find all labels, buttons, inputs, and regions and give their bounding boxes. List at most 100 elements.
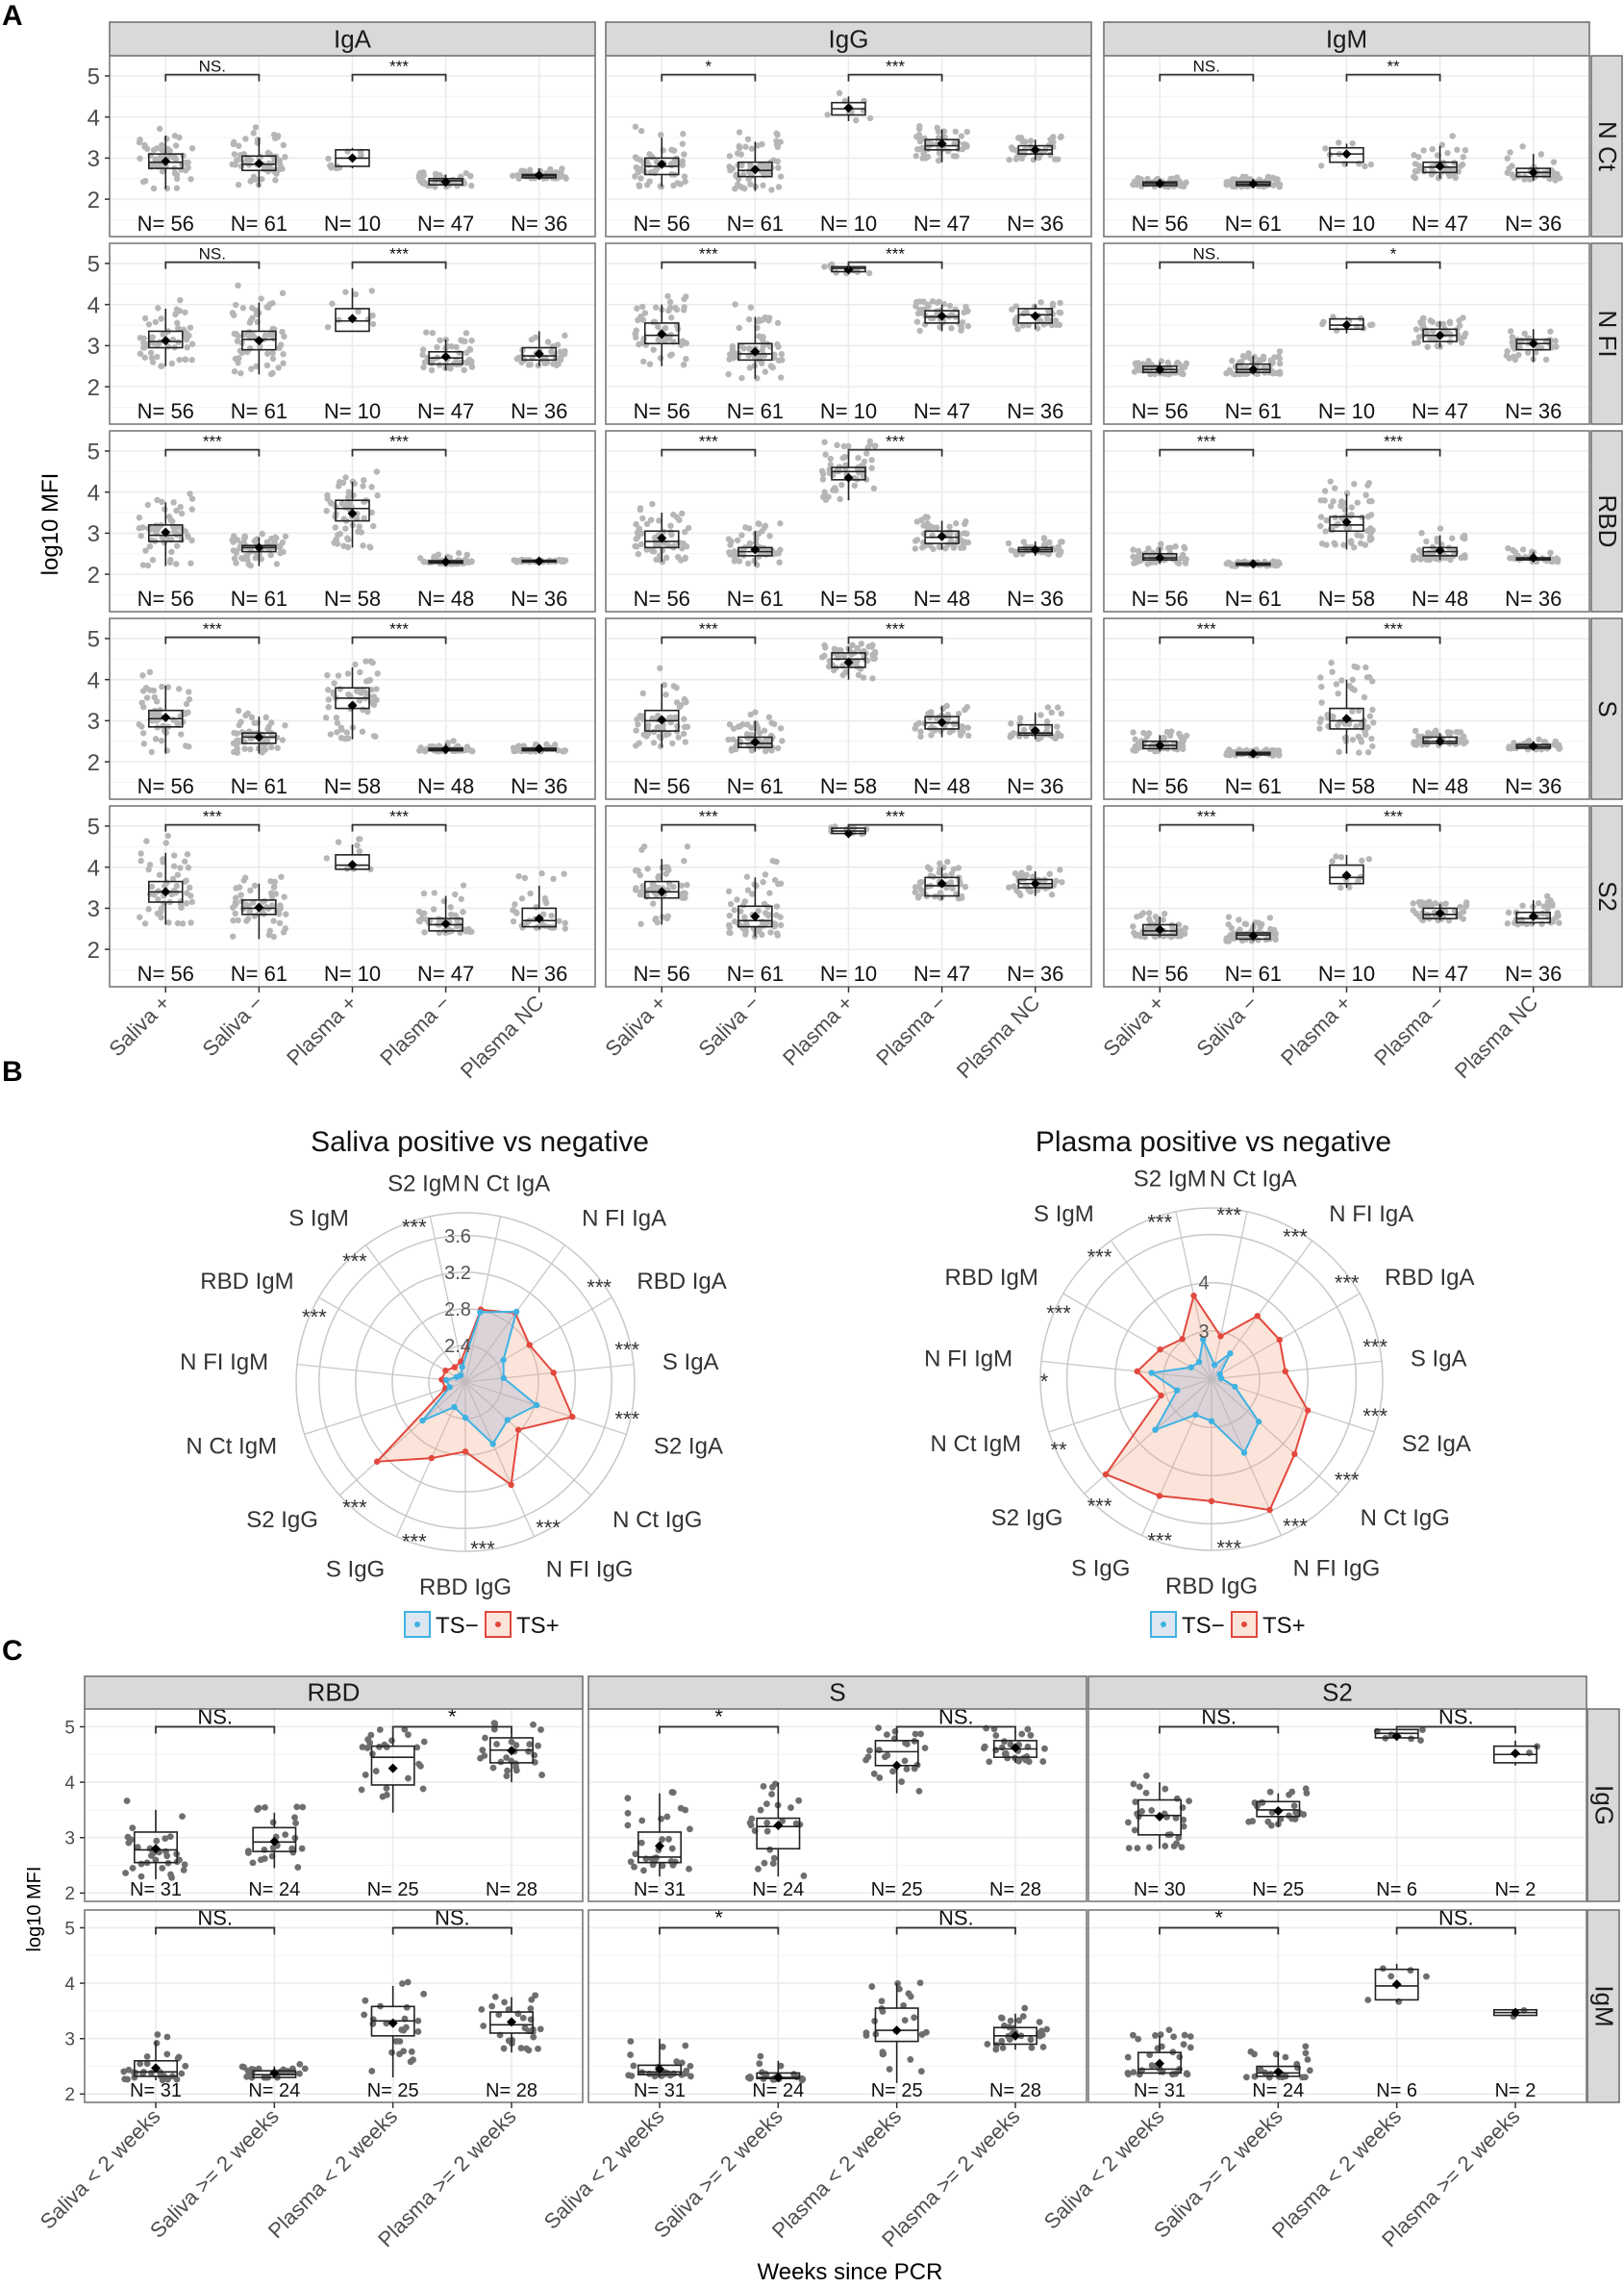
data-point: [668, 314, 675, 321]
data-point: [732, 186, 738, 192]
data-point: [768, 1791, 775, 1798]
radar-significance-label: ***: [470, 1537, 495, 1561]
data-point: [1361, 693, 1368, 701]
radar-point: [442, 1376, 450, 1384]
data-point: [656, 517, 662, 524]
data-point: [1327, 503, 1335, 510]
data-point: [1333, 853, 1339, 860]
data-point: [1180, 737, 1187, 743]
data-point: [1035, 325, 1041, 332]
data-point: [1317, 522, 1324, 530]
data-point: [1019, 322, 1027, 329]
data-point: [637, 505, 644, 512]
column-strip-label: IgA: [334, 24, 372, 53]
sample-size-label: N= 56: [1132, 212, 1188, 236]
data-point: [1316, 725, 1323, 732]
data-point: [647, 516, 655, 523]
data-point: [774, 340, 781, 348]
significance-label: NS.: [1193, 58, 1220, 76]
radar-significance-label: ***: [402, 1215, 427, 1239]
data-point: [666, 304, 674, 312]
data-point: [187, 919, 194, 926]
data-point: [912, 721, 920, 729]
data-point: [344, 493, 352, 501]
data-point: [1449, 535, 1456, 541]
radar-point: [442, 1367, 449, 1374]
mean-marker: [657, 533, 667, 543]
data-point: [282, 154, 288, 161]
data-point: [876, 1774, 884, 1781]
data-point: [187, 324, 194, 331]
data-point: [1504, 347, 1511, 355]
sample-size-label: N= 48: [913, 774, 970, 798]
y-tick-label: 2: [87, 188, 100, 214]
data-point: [934, 524, 940, 531]
data-point: [1160, 917, 1166, 923]
data-point: [901, 1757, 909, 1765]
data-point: [1554, 558, 1562, 566]
sample-size-label: N= 47: [1412, 962, 1468, 986]
data-point: [639, 316, 647, 323]
data-point: [448, 343, 455, 350]
data-point: [827, 462, 834, 468]
radar-axis-label: N FI IgG: [1293, 1555, 1381, 1581]
data-point: [241, 745, 248, 752]
data-point: [262, 714, 269, 721]
data-point: [292, 1820, 299, 1827]
data-point: [137, 532, 144, 540]
radar-point: [373, 1458, 381, 1465]
data-point: [678, 882, 685, 890]
data-point: [183, 700, 190, 708]
data-point: [185, 533, 191, 541]
data-point: [927, 866, 934, 873]
significance-bracket: [164, 73, 261, 82]
data-point: [1349, 676, 1356, 683]
data-point: [361, 2011, 368, 2019]
data-point: [342, 474, 349, 481]
panel-N-Ct-IgG: N= 56 N= 61 N= 10 N= 47 N= 36* ***: [605, 55, 1092, 238]
data-point: [383, 1785, 390, 1792]
data-point: [410, 2056, 416, 2064]
sample-size-label: N= 61: [231, 587, 287, 611]
radar-point: [1179, 1336, 1186, 1343]
data-point: [1421, 167, 1428, 175]
data-point: [1552, 177, 1559, 184]
sample-size-label: N= 48: [1412, 774, 1468, 798]
mean-marker: [1528, 553, 1538, 564]
data-point: [1439, 320, 1447, 328]
data-point: [1412, 727, 1419, 735]
data-point: [453, 343, 460, 351]
data-point: [1509, 163, 1515, 169]
data-point: [825, 493, 832, 500]
data-point: [633, 520, 639, 528]
data-point: [962, 883, 969, 891]
box: [521, 907, 558, 928]
mean-marker: [1341, 714, 1352, 724]
sample-size-label: N= 47: [913, 399, 970, 423]
data-point: [912, 545, 919, 552]
data-point: [1333, 327, 1340, 334]
data-point: [175, 686, 183, 692]
data-point: [726, 153, 734, 160]
data-point: [950, 720, 958, 727]
data-point: [178, 510, 186, 517]
data-point: [964, 322, 972, 330]
data-point: [353, 688, 361, 694]
data-point: [1152, 748, 1159, 755]
box: [737, 342, 773, 362]
data-point: [344, 543, 352, 551]
data-point: [1457, 911, 1463, 918]
panel-IgG-S2: N= 30 N= 25 N= 6 N= 2NS. NS.: [1087, 1704, 1587, 1902]
data-point: [649, 500, 656, 508]
data-point: [1519, 902, 1526, 909]
data-point: [327, 731, 335, 738]
significance-label: NS.: [199, 245, 226, 264]
data-point: [821, 652, 828, 660]
radar-axis-label: RBD IgA: [637, 1269, 726, 1295]
data-point: [1138, 1807, 1146, 1815]
data-point: [636, 525, 643, 532]
data-point: [513, 559, 520, 566]
mean-marker: [843, 657, 854, 667]
data-point: [1318, 163, 1325, 169]
x-tick-label: Plasma NC: [952, 991, 1044, 1083]
